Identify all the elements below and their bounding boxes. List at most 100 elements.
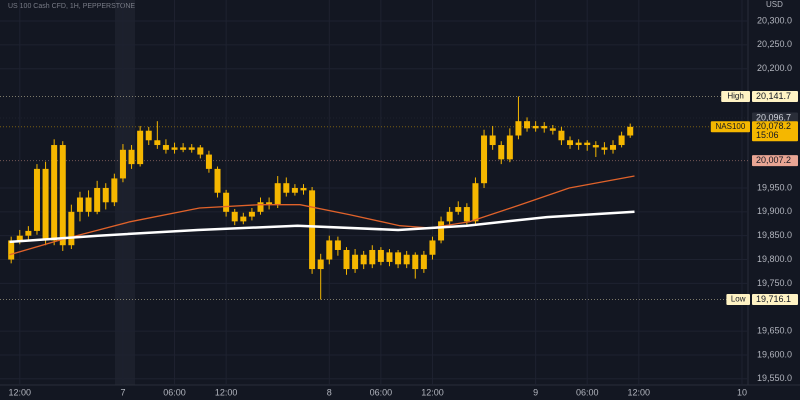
candle-body <box>532 125 539 129</box>
candle-body <box>145 130 152 141</box>
candle-body <box>214 168 221 193</box>
candle-body <box>300 187 307 191</box>
x-tick-label: 12:00 <box>421 387 444 397</box>
candle-body <box>317 259 324 270</box>
y-tick-label: 19,650.0 <box>757 325 792 335</box>
tag-box <box>721 91 750 103</box>
candle-body <box>558 130 565 141</box>
candle-body <box>549 128 556 131</box>
price-box <box>752 294 798 306</box>
candle-body <box>420 254 427 270</box>
price-box <box>752 112 798 124</box>
candle-body <box>541 125 548 129</box>
candle-body <box>601 147 608 150</box>
price-box-label: 19,716.1 <box>756 294 791 304</box>
candle-body <box>567 140 574 146</box>
candle-body <box>119 149 126 179</box>
tag-box <box>710 121 750 133</box>
y-tick-label: 19,750.0 <box>757 278 792 288</box>
candle-body <box>446 211 453 222</box>
candle-body <box>506 135 513 160</box>
candle-body <box>429 240 436 255</box>
y-tick-label: 20,300.0 <box>757 15 792 25</box>
candle-body <box>111 178 118 203</box>
candle-body <box>498 145 505 160</box>
x-tick-label: 8 <box>327 387 332 397</box>
candle-body <box>197 147 204 155</box>
candle-body <box>291 187 298 193</box>
x-tick-label: 12:00 <box>215 387 238 397</box>
candle-body <box>592 145 599 148</box>
candle-body <box>472 183 479 222</box>
x-tick-label: 06:00 <box>163 387 186 397</box>
candle-body <box>403 254 410 265</box>
tag-box <box>726 294 750 306</box>
session-band <box>115 0 135 385</box>
candle-body <box>283 183 290 193</box>
tag-label: Low <box>731 295 746 304</box>
candle-body <box>575 142 582 146</box>
moving-average <box>9 210 635 244</box>
candle-body <box>438 221 445 241</box>
candle-body <box>223 192 230 212</box>
candle-body <box>455 207 462 212</box>
candle-body <box>489 135 496 146</box>
candle-body <box>326 240 333 260</box>
candle-body <box>68 211 75 246</box>
y-tick-label: 19,600.0 <box>757 349 792 359</box>
candle-body <box>128 149 135 165</box>
candle-body <box>412 254 419 270</box>
candle-body <box>463 207 470 222</box>
price-box-label: 20,078.2 <box>756 121 791 131</box>
candle-body <box>76 197 83 212</box>
x-tick-label: 06:00 <box>370 387 393 397</box>
candle-body <box>205 154 212 169</box>
candle-body <box>610 145 617 150</box>
candle-body <box>154 140 161 146</box>
candle-body <box>240 216 247 222</box>
y-tick-label: 20,250.0 <box>757 39 792 49</box>
candle-body <box>94 187 101 212</box>
price-box <box>752 121 798 142</box>
candle-body <box>33 168 40 231</box>
candle-body <box>42 168 49 241</box>
price-box-label: 20,096.7 <box>756 112 791 122</box>
x-tick-label: 06:00 <box>576 387 599 397</box>
candle-body <box>51 145 58 241</box>
candle-body <box>266 202 273 205</box>
candle-body <box>360 254 367 265</box>
x-tick-label: 12:00 <box>628 387 651 397</box>
y-tick-label: 20,200.0 <box>757 63 792 73</box>
currency: USD <box>766 0 783 9</box>
candle-body <box>137 130 144 165</box>
candle-body <box>584 142 591 146</box>
chart-title: US 100 Cash CFD, 1H, PEPPERSTONE <box>8 3 135 10</box>
x-tick-label: 9 <box>533 387 538 397</box>
x-tick-label: 7 <box>120 387 125 397</box>
candle-body <box>334 240 341 250</box>
candle-body <box>171 147 178 150</box>
price-box <box>752 91 798 103</box>
tag-label: NAS100 <box>716 122 746 131</box>
price-box-label: 20,007.2 <box>756 155 791 165</box>
price-box-label: 20,141.7 <box>756 91 791 101</box>
candle-body <box>257 202 264 212</box>
y-tick-label: 19,850.0 <box>757 230 792 240</box>
candle-body <box>231 211 238 222</box>
candle-body <box>481 135 488 184</box>
price-box <box>752 155 798 167</box>
candle-body <box>386 252 393 262</box>
candle-body <box>248 211 255 217</box>
candle-body <box>369 249 376 265</box>
candle-body <box>25 230 32 236</box>
countdown: 15:06 <box>756 130 779 140</box>
candle-body <box>395 252 402 265</box>
candle-body <box>180 147 187 150</box>
candle-body <box>343 249 350 270</box>
y-tick-label: 19,900.0 <box>757 206 792 216</box>
y-tick-label: 19,550.0 <box>757 373 792 383</box>
candle-body <box>188 147 195 150</box>
candle-body <box>274 183 281 205</box>
